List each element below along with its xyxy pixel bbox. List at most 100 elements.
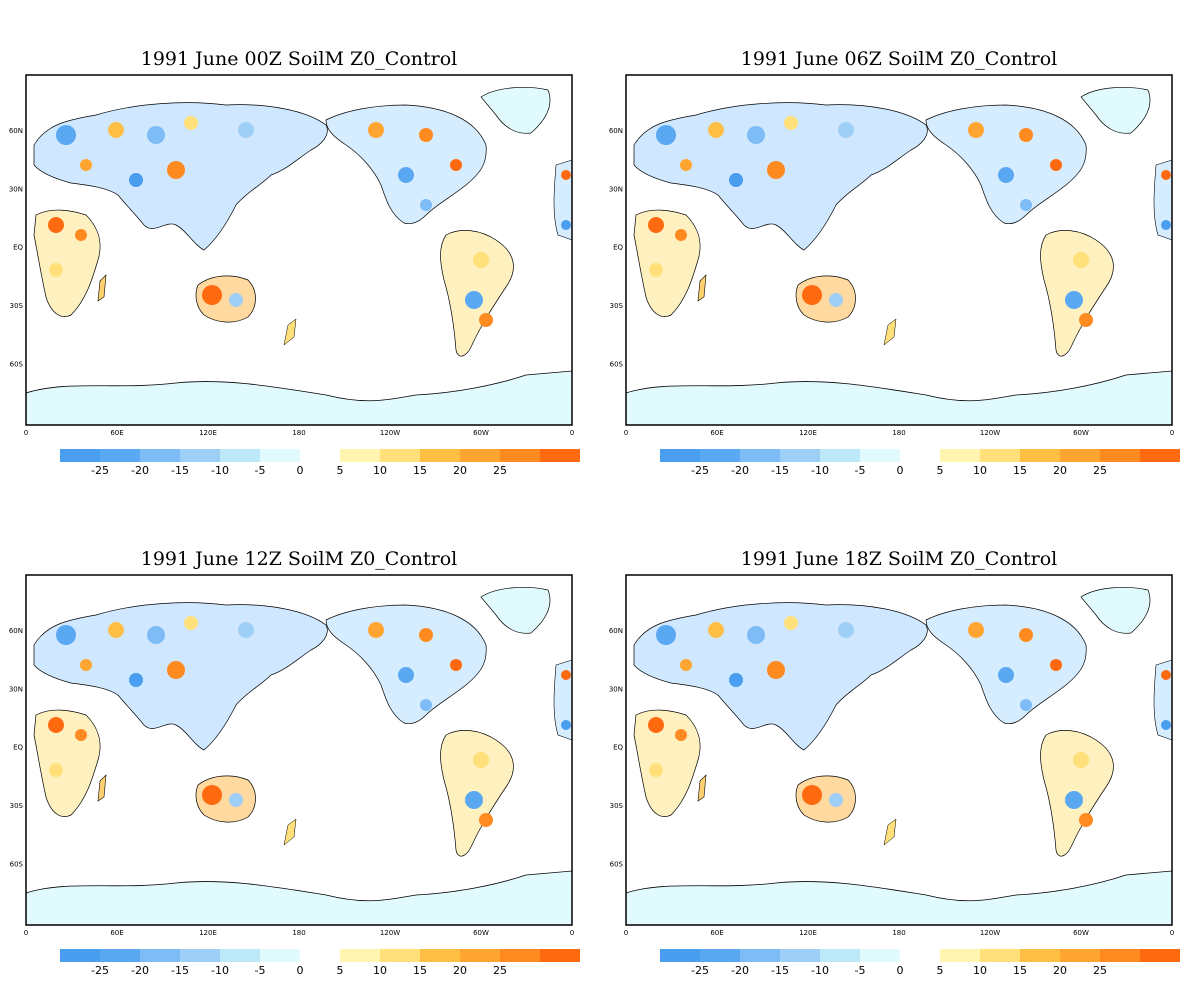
colorbar-label-negative: 0	[897, 964, 904, 977]
colorbar-swatch-positive	[540, 449, 580, 462]
y-tick-label: 60S	[10, 360, 24, 368]
colorbar-label-negative: 0	[297, 964, 304, 977]
x-tick-label: 180	[292, 929, 305, 937]
x-tick-label: 0	[24, 429, 28, 437]
colorbar-label-negative: -25	[691, 464, 709, 477]
colorbar-label-negative: -15	[171, 464, 189, 477]
panel-title: 1991 June 00Z SoilM Z0_Control	[141, 48, 458, 70]
world-map	[625, 74, 1173, 426]
colorbar-label-positive: 20	[1053, 464, 1067, 477]
colorbar-swatch-negative	[100, 949, 140, 962]
colorbar-swatch-negative	[820, 949, 860, 962]
world-map	[625, 574, 1173, 926]
colorbar-swatch-negative	[660, 949, 700, 962]
colorbar-swatch-positive	[1100, 949, 1140, 962]
colorbar-swatch-positive	[1100, 449, 1140, 462]
y-tick-label: 30S	[10, 802, 24, 810]
world-map	[25, 74, 573, 426]
colorbar-label-positive: 25	[493, 464, 507, 477]
colorbar-label-negative: -15	[171, 964, 189, 977]
x-tick-label: 180	[892, 429, 905, 437]
x-tick-label: 0	[624, 429, 628, 437]
colorbar-swatch-negative	[180, 949, 220, 962]
panel-title: 1991 June 18Z SoilM Z0_Control	[741, 548, 1058, 570]
colorbar: -25 -20 -15 -10 -5 0 5 10 15 20 25	[660, 949, 1180, 977]
colorbar-swatch-negative	[820, 449, 860, 462]
colorbar-label-negative: -15	[771, 964, 789, 977]
y-tick-label: 30S	[10, 302, 24, 310]
map-panel-3: 1991 June 18Z SoilM Z0_Control 60N 30N EQ 30…	[609, 548, 1180, 977]
y-tick-label: EQ	[613, 744, 623, 752]
y-tick-label: 60N	[609, 627, 623, 635]
colorbar-swatch-positive	[340, 949, 380, 962]
colorbar-label-positive: 5	[337, 464, 344, 477]
y-tick-label: 30N	[9, 185, 23, 193]
x-tick-label: 60E	[110, 429, 123, 437]
colorbar-swatch-negative	[260, 449, 300, 462]
colorbar-label-positive: 20	[453, 464, 467, 477]
colorbar-swatch-positive	[1020, 949, 1060, 962]
x-tick-label: 60W	[1073, 429, 1089, 437]
colorbar-label-positive: 25	[493, 964, 507, 977]
colorbar-swatch-negative	[60, 449, 100, 462]
x-tick-label: 60W	[1073, 929, 1089, 937]
colorbar-label-negative: -10	[211, 464, 229, 477]
map-panel-0: 1991 June 00Z SoilM Z0_Control 60N 30N EQ 30…	[9, 48, 580, 477]
colorbar-label-negative: -20	[131, 964, 149, 977]
y-tick-label: 30N	[9, 685, 23, 693]
colorbar-swatch-positive	[540, 949, 580, 962]
x-tick-label: 0	[1170, 929, 1174, 937]
colorbar-swatch-positive	[340, 449, 380, 462]
colorbar-label-negative: -25	[691, 964, 709, 977]
colorbar-label-negative: -25	[91, 964, 109, 977]
colorbar-swatch-positive	[940, 449, 980, 462]
colorbar-label-positive: 10	[973, 464, 987, 477]
colorbar-swatch-negative	[700, 949, 740, 962]
y-tick-label: EQ	[13, 744, 23, 752]
x-tick-label: 120W	[980, 929, 1000, 937]
map-panel-2: 1991 June 12Z SoilM Z0_Control 60N 30N EQ 30…	[9, 548, 580, 977]
colorbar: -25 -20 -15 -10 -5 0 5 10 15 20 25	[60, 949, 580, 977]
colorbar-swatch-positive	[1140, 949, 1180, 962]
colorbar-label-negative: -5	[255, 964, 266, 977]
colorbar-label-negative: 0	[897, 464, 904, 477]
colorbar-swatch-negative	[700, 449, 740, 462]
y-tick-label: 30S	[610, 302, 624, 310]
y-tick-label: EQ	[613, 244, 623, 252]
colorbar-swatch-positive	[420, 449, 460, 462]
colorbar-swatch-negative	[780, 449, 820, 462]
x-tick-label: 120E	[199, 929, 217, 937]
colorbar-label-negative: -5	[855, 464, 866, 477]
colorbar-label-positive: 10	[373, 464, 387, 477]
x-tick-label: 180	[892, 929, 905, 937]
y-tick-label: 30N	[609, 185, 623, 193]
x-tick-label: 120W	[380, 929, 400, 937]
colorbar-swatch-positive	[500, 449, 540, 462]
colorbar-swatch-negative	[140, 449, 180, 462]
colorbar-label-negative: -25	[91, 464, 109, 477]
colorbar-label-negative: 0	[297, 464, 304, 477]
x-tick-label: 120E	[199, 429, 217, 437]
colorbar-swatch-positive	[380, 449, 420, 462]
panel-title: 1991 June 12Z SoilM Z0_Control	[141, 548, 458, 570]
colorbar-swatch-negative	[740, 949, 780, 962]
x-tick-label: 0	[624, 929, 628, 937]
colorbar-label-positive: 20	[453, 964, 467, 977]
y-tick-label: 60N	[609, 127, 623, 135]
x-tick-label: 120W	[380, 429, 400, 437]
colorbar-label-negative: -5	[855, 964, 866, 977]
colorbar-swatch-negative	[740, 449, 780, 462]
colorbar-swatch-negative	[100, 449, 140, 462]
colorbar-label-negative: -20	[131, 464, 149, 477]
y-tick-label: 60S	[610, 360, 624, 368]
colorbar-swatch-negative	[660, 449, 700, 462]
colorbar-label-negative: -10	[211, 964, 229, 977]
world-map	[25, 574, 573, 926]
y-tick-label: 60S	[610, 860, 624, 868]
x-tick-label: 60W	[473, 429, 489, 437]
colorbar-swatch-negative	[780, 949, 820, 962]
colorbar-swatch-positive	[380, 949, 420, 962]
colorbar-swatch-negative	[860, 449, 900, 462]
colorbar-label-positive: 15	[413, 464, 427, 477]
